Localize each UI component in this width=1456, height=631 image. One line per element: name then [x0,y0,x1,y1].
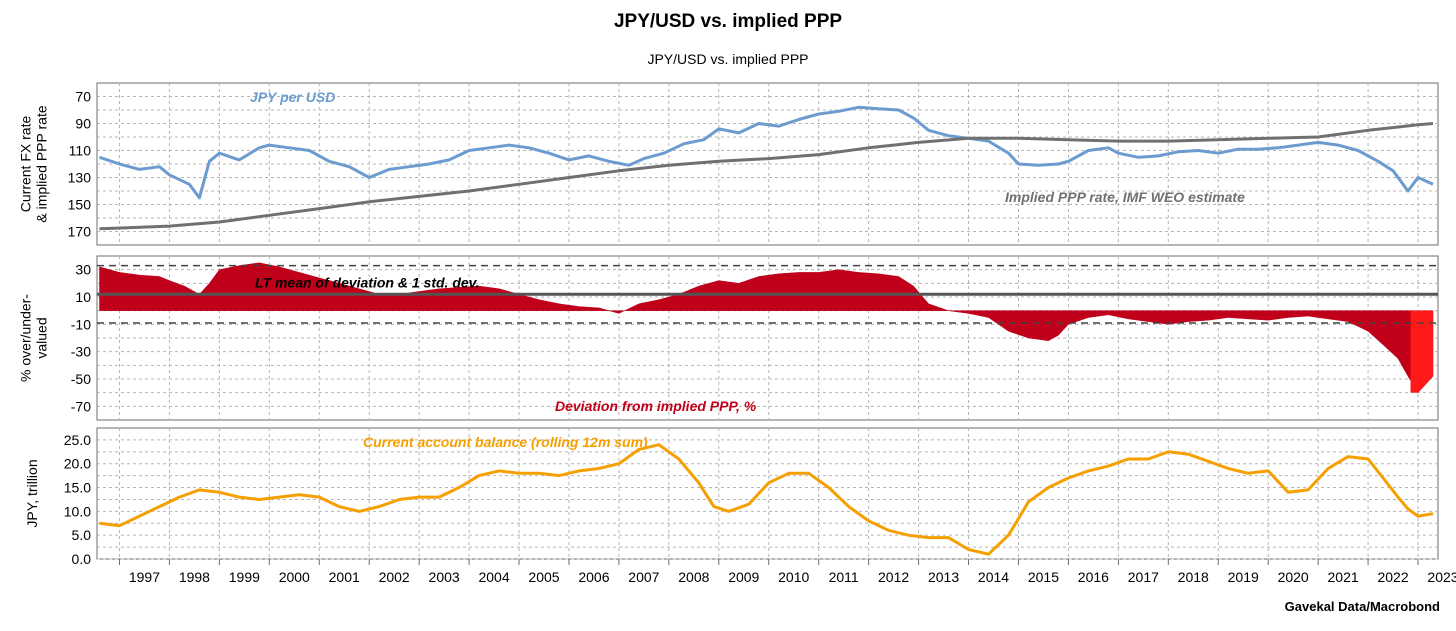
y-tick-label: -10 [71,316,91,332]
x-tick-label: 2003 [429,569,460,585]
panel-deviation: 30 10 -10 -30 -50 -70 % over/under-valued LT me… [18,255,1439,421]
y-tick-label: 110 [69,143,92,159]
x-tick-label: 2007 [628,569,659,585]
chart-subtitle: JPY/USD vs. implied PPP [647,51,808,67]
y-tick-label: -30 [71,344,91,360]
x-tick-label: 2011 [829,569,859,585]
series-line [99,122,1434,231]
x-tick-label: 2000 [279,569,310,585]
x-axis: 1997 1998 1999 2000 2001 2002 2003 2004 2005 2006… [118,559,1456,585]
x-tick-label: 2009 [728,569,759,585]
y-tick-label: 70 [75,89,91,105]
y-tick-label: 130 [68,170,92,186]
x-tick-label: 2014 [978,569,1009,585]
y-tick-label: 25.0 [64,432,91,448]
y-axis-label: JPY, trillion [24,459,40,527]
series-label-ppp: Implied PPP rate, IMF WEO estimate [1005,189,1245,205]
y-tick-label: 150 [68,197,92,213]
series-line [99,105,1434,200]
x-tick-label: 2002 [379,569,410,585]
x-tick-label: 2021 [1328,569,1359,585]
y-axis-label-line: JPY, trillion [24,459,40,527]
x-tick-label: 2018 [1178,569,1209,585]
x-tick-label: 2008 [678,569,709,585]
x-tick-label: 2010 [778,569,809,585]
panel-current-account: 0.0 5.0 10.0 15.0 20.0 25.0 JPY, trillion Curre… [24,427,1439,567]
y-tick-label: 0.0 [72,551,92,567]
panel-frame [96,82,1439,246]
x-tick-label: 2023 [1427,569,1456,585]
y-axis-label-line: valued [34,317,50,358]
x-tick-label: 2022 [1377,569,1408,585]
deviation-highlight-area [1410,310,1434,393]
panel-frame [96,427,1439,560]
y-tick-label: 5.0 [72,527,92,543]
series-line [99,443,1434,556]
x-tick-label: 2020 [1278,569,1309,585]
series-label-deviation: Deviation from implied PPP, % [555,398,757,414]
y-axis-label-line: & implied PPP rate [34,105,50,222]
y-tick-label: 170 [68,224,92,240]
y-tick-label: 20.0 [64,456,91,472]
x-tick-label: 2019 [1228,569,1259,585]
y-axis-label-line: Current FX rate [18,116,34,213]
y-tick-label: 15.0 [64,480,91,496]
y-tick-label: -50 [71,371,91,387]
x-tick-label: 1997 [129,569,160,585]
series-label-jpy: JPY per USD [250,89,335,105]
x-tick-label: 2013 [928,569,959,585]
mean-line-label: LT mean of deviation & 1 std. dev. [255,274,480,290]
chart-title: JPY/USD vs. implied PPP [614,11,842,32]
y-tick-label: 90 [75,116,91,132]
panel-fx-rate: 70 90 110 130 150 170 Current FX rate& implied… [18,82,1439,246]
y-tick-label: 10 [75,289,91,305]
source-label: Gavekal Data/Macrobond [1285,599,1440,614]
x-tick-label: 1999 [229,569,260,585]
x-tick-label: 2017 [1128,569,1159,585]
x-tick-label: 2005 [528,569,559,585]
x-tick-label: 2006 [578,569,609,585]
x-tick-label: 2016 [1078,569,1109,585]
series-label-current-account: Current account balance (rolling 12m sum… [363,434,648,450]
x-tick-label: 2004 [478,569,509,585]
y-tick-label: 10.0 [64,503,91,519]
y-tick-label: 30 [75,262,91,278]
y-axis-label: Current FX rate& implied PPP rate [18,105,50,222]
y-axis-label-line: % over/under- [18,294,34,382]
x-tick-label: 1998 [179,569,210,585]
x-tick-label: 2015 [1028,569,1059,585]
y-tick-label: -70 [71,398,91,414]
y-axis-label: % over/under-valued [18,294,50,382]
x-tick-label: 2012 [878,569,909,585]
x-tick-label: 2001 [329,569,360,585]
